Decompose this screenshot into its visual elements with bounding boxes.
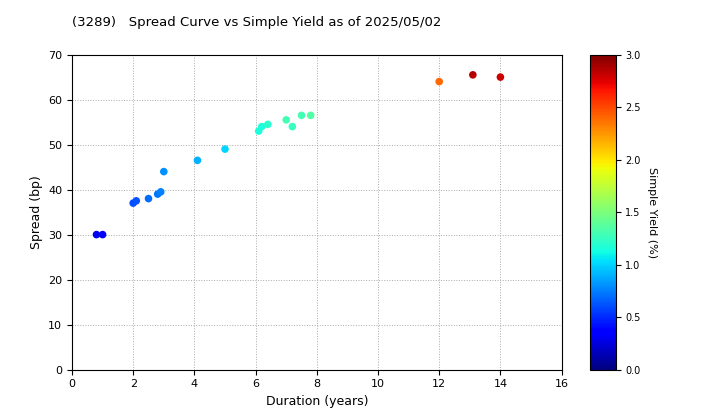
Point bbox=[296, 112, 307, 119]
Point bbox=[262, 121, 274, 128]
Point bbox=[287, 123, 298, 130]
Point bbox=[127, 200, 139, 207]
Point bbox=[219, 146, 230, 152]
X-axis label: Duration (years): Duration (years) bbox=[266, 395, 368, 408]
Point bbox=[158, 168, 170, 175]
Text: (3289)   Spread Curve vs Simple Yield as of 2025/05/02: (3289) Spread Curve vs Simple Yield as o… bbox=[72, 16, 441, 29]
Point bbox=[256, 123, 268, 130]
Point bbox=[192, 157, 203, 164]
Y-axis label: Simple Yield (%): Simple Yield (%) bbox=[647, 167, 657, 257]
Point bbox=[91, 231, 102, 238]
Point bbox=[130, 197, 142, 204]
Point bbox=[155, 189, 166, 195]
Point bbox=[281, 116, 292, 123]
Point bbox=[143, 195, 154, 202]
Point bbox=[495, 74, 506, 81]
Point bbox=[467, 71, 479, 78]
Point bbox=[253, 128, 264, 134]
Point bbox=[96, 231, 108, 238]
Y-axis label: Spread (bp): Spread (bp) bbox=[30, 175, 42, 249]
Point bbox=[305, 112, 317, 119]
Point bbox=[433, 78, 445, 85]
Point bbox=[152, 191, 163, 197]
